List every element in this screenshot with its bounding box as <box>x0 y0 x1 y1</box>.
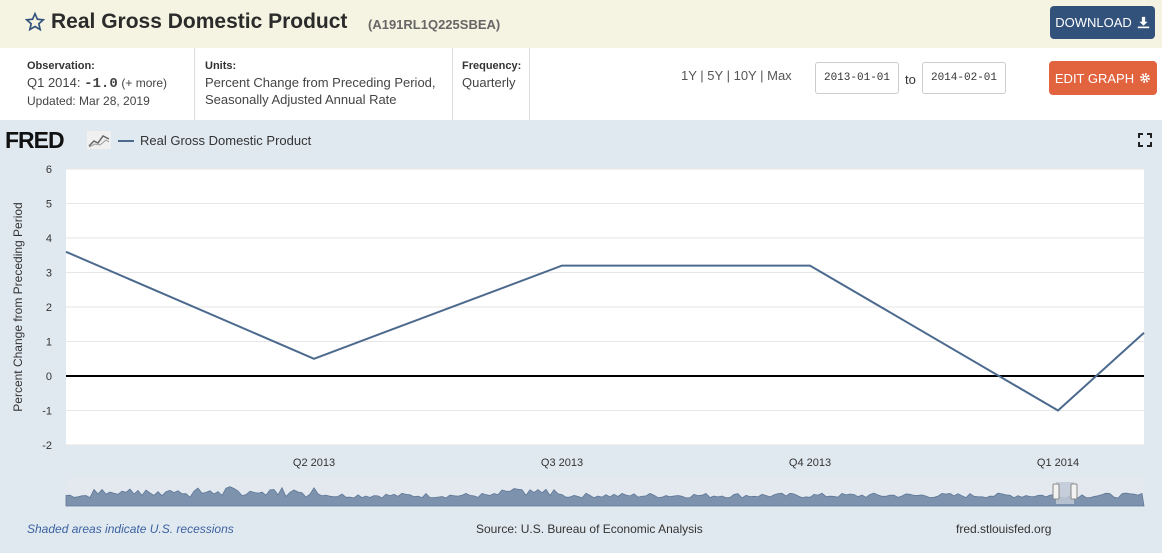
divider <box>194 48 195 120</box>
site-url[interactable]: fred.stlouisfed.org <box>956 522 1052 536</box>
source-text: Source: U.S. Bureau of Economic Analysis <box>476 522 703 536</box>
x-tick-label: Q2 2013 <box>293 457 335 469</box>
units-line-1: Percent Change from Preceding Period, <box>205 75 436 90</box>
frequency-label: Frequency: <box>462 60 522 72</box>
page-title: Real Gross Domestic Product <box>51 10 348 33</box>
range-separator: | <box>726 68 734 83</box>
navigator-right-handle[interactable] <box>1070 483 1078 500</box>
fred-logo-icon <box>87 131 111 149</box>
units-line-2: Seasonally Adjusted Annual Rate <box>205 92 397 107</box>
range-10y-link[interactable]: 10Y <box>733 68 757 83</box>
edit-graph-label: EDIT GRAPH <box>1054 70 1135 86</box>
frequency-value: Quarterly <box>462 75 516 90</box>
recession-note[interactable]: Shaded areas indicate U.S. recessions <box>27 522 234 536</box>
download-icon <box>1137 16 1149 29</box>
y-tick-label: 5 <box>46 199 52 211</box>
observation-more-link[interactable]: (+ more) <box>121 76 168 90</box>
y-tick-label: 6 <box>46 164 52 176</box>
series-line <box>65 250 1145 412</box>
x-tick-label: Q4 2013 <box>789 457 831 469</box>
observation-block: Observation: Q1 2014: -1.0 (+ more) Upda… <box>27 48 192 120</box>
range-1y-link[interactable]: 1Y <box>681 68 697 83</box>
y-tick-label: 1 <box>46 337 52 349</box>
legend-swatch <box>118 140 134 142</box>
fred-logo: FRED <box>5 127 65 153</box>
star-icon[interactable] <box>25 11 45 33</box>
fullscreen-icon[interactable] <box>1138 133 1152 147</box>
y-tick-label: 3 <box>46 268 52 280</box>
divider <box>452 48 453 120</box>
end-date-input[interactable]: 2014-02-01 <box>922 62 1006 94</box>
frequency-block: Frequency: Quarterly <box>462 48 528 120</box>
y-tick-label: 2 <box>46 302 52 314</box>
header-bar: Real Gross Domestic Product (A191RL1Q225… <box>0 0 1162 48</box>
updated-date: Updated: Mar 28, 2019 <box>27 94 150 108</box>
divider <box>529 48 530 120</box>
x-tick-label: Q3 2013 <box>541 457 583 469</box>
units-block: Units: Percent Change from Preceding Per… <box>205 48 450 120</box>
gear-icon <box>1140 73 1150 83</box>
download-label: DOWNLOAD <box>1055 15 1132 30</box>
range-separator: | <box>760 68 768 83</box>
x-tick-label: Q1 2014 <box>1037 457 1079 469</box>
y-tick-label: -1 <box>42 406 52 418</box>
y-tick-label: -2 <box>42 440 52 452</box>
range-separator: | <box>700 68 708 83</box>
range-max-link[interactable]: Max <box>767 68 792 83</box>
metadata-panel: Observation: Q1 2014: -1.0 (+ more) Upda… <box>0 48 1162 120</box>
series-id: (A191RL1Q225SBEA) <box>368 17 501 32</box>
units-label: Units: <box>205 60 237 72</box>
download-button[interactable]: DOWNLOAD <box>1050 6 1155 39</box>
observation-period: Q1 2014: <box>27 75 81 90</box>
observation-value: -1.0 <box>84 76 118 92</box>
date-to-label: to <box>905 72 916 87</box>
y-tick-label: 4 <box>46 233 52 245</box>
navigator-left-handle[interactable] <box>1052 483 1060 500</box>
y-axis-label: Percent Change from Preceding Period <box>11 202 25 411</box>
start-date-input[interactable]: 2013-01-01 <box>815 62 899 94</box>
edit-graph-button[interactable]: EDIT GRAPH <box>1049 61 1157 95</box>
navigator-series <box>65 486 1145 507</box>
navigator-selection[interactable] <box>1056 482 1074 504</box>
y-tick-label: 0 <box>46 371 52 383</box>
range-5y-link[interactable]: 5Y <box>707 68 723 83</box>
line-chart: 6 5 4 3 2 1 0 -1 -2 Q2 2013 Q3 2013 Q4 2013 Q1 2014… <box>11 164 1145 507</box>
range-links: 1Y | 5Y | 10Y | Max <box>681 68 792 83</box>
legend-label: Real Gross Domestic Product <box>140 133 312 148</box>
observation-label: Observation: <box>27 60 95 72</box>
